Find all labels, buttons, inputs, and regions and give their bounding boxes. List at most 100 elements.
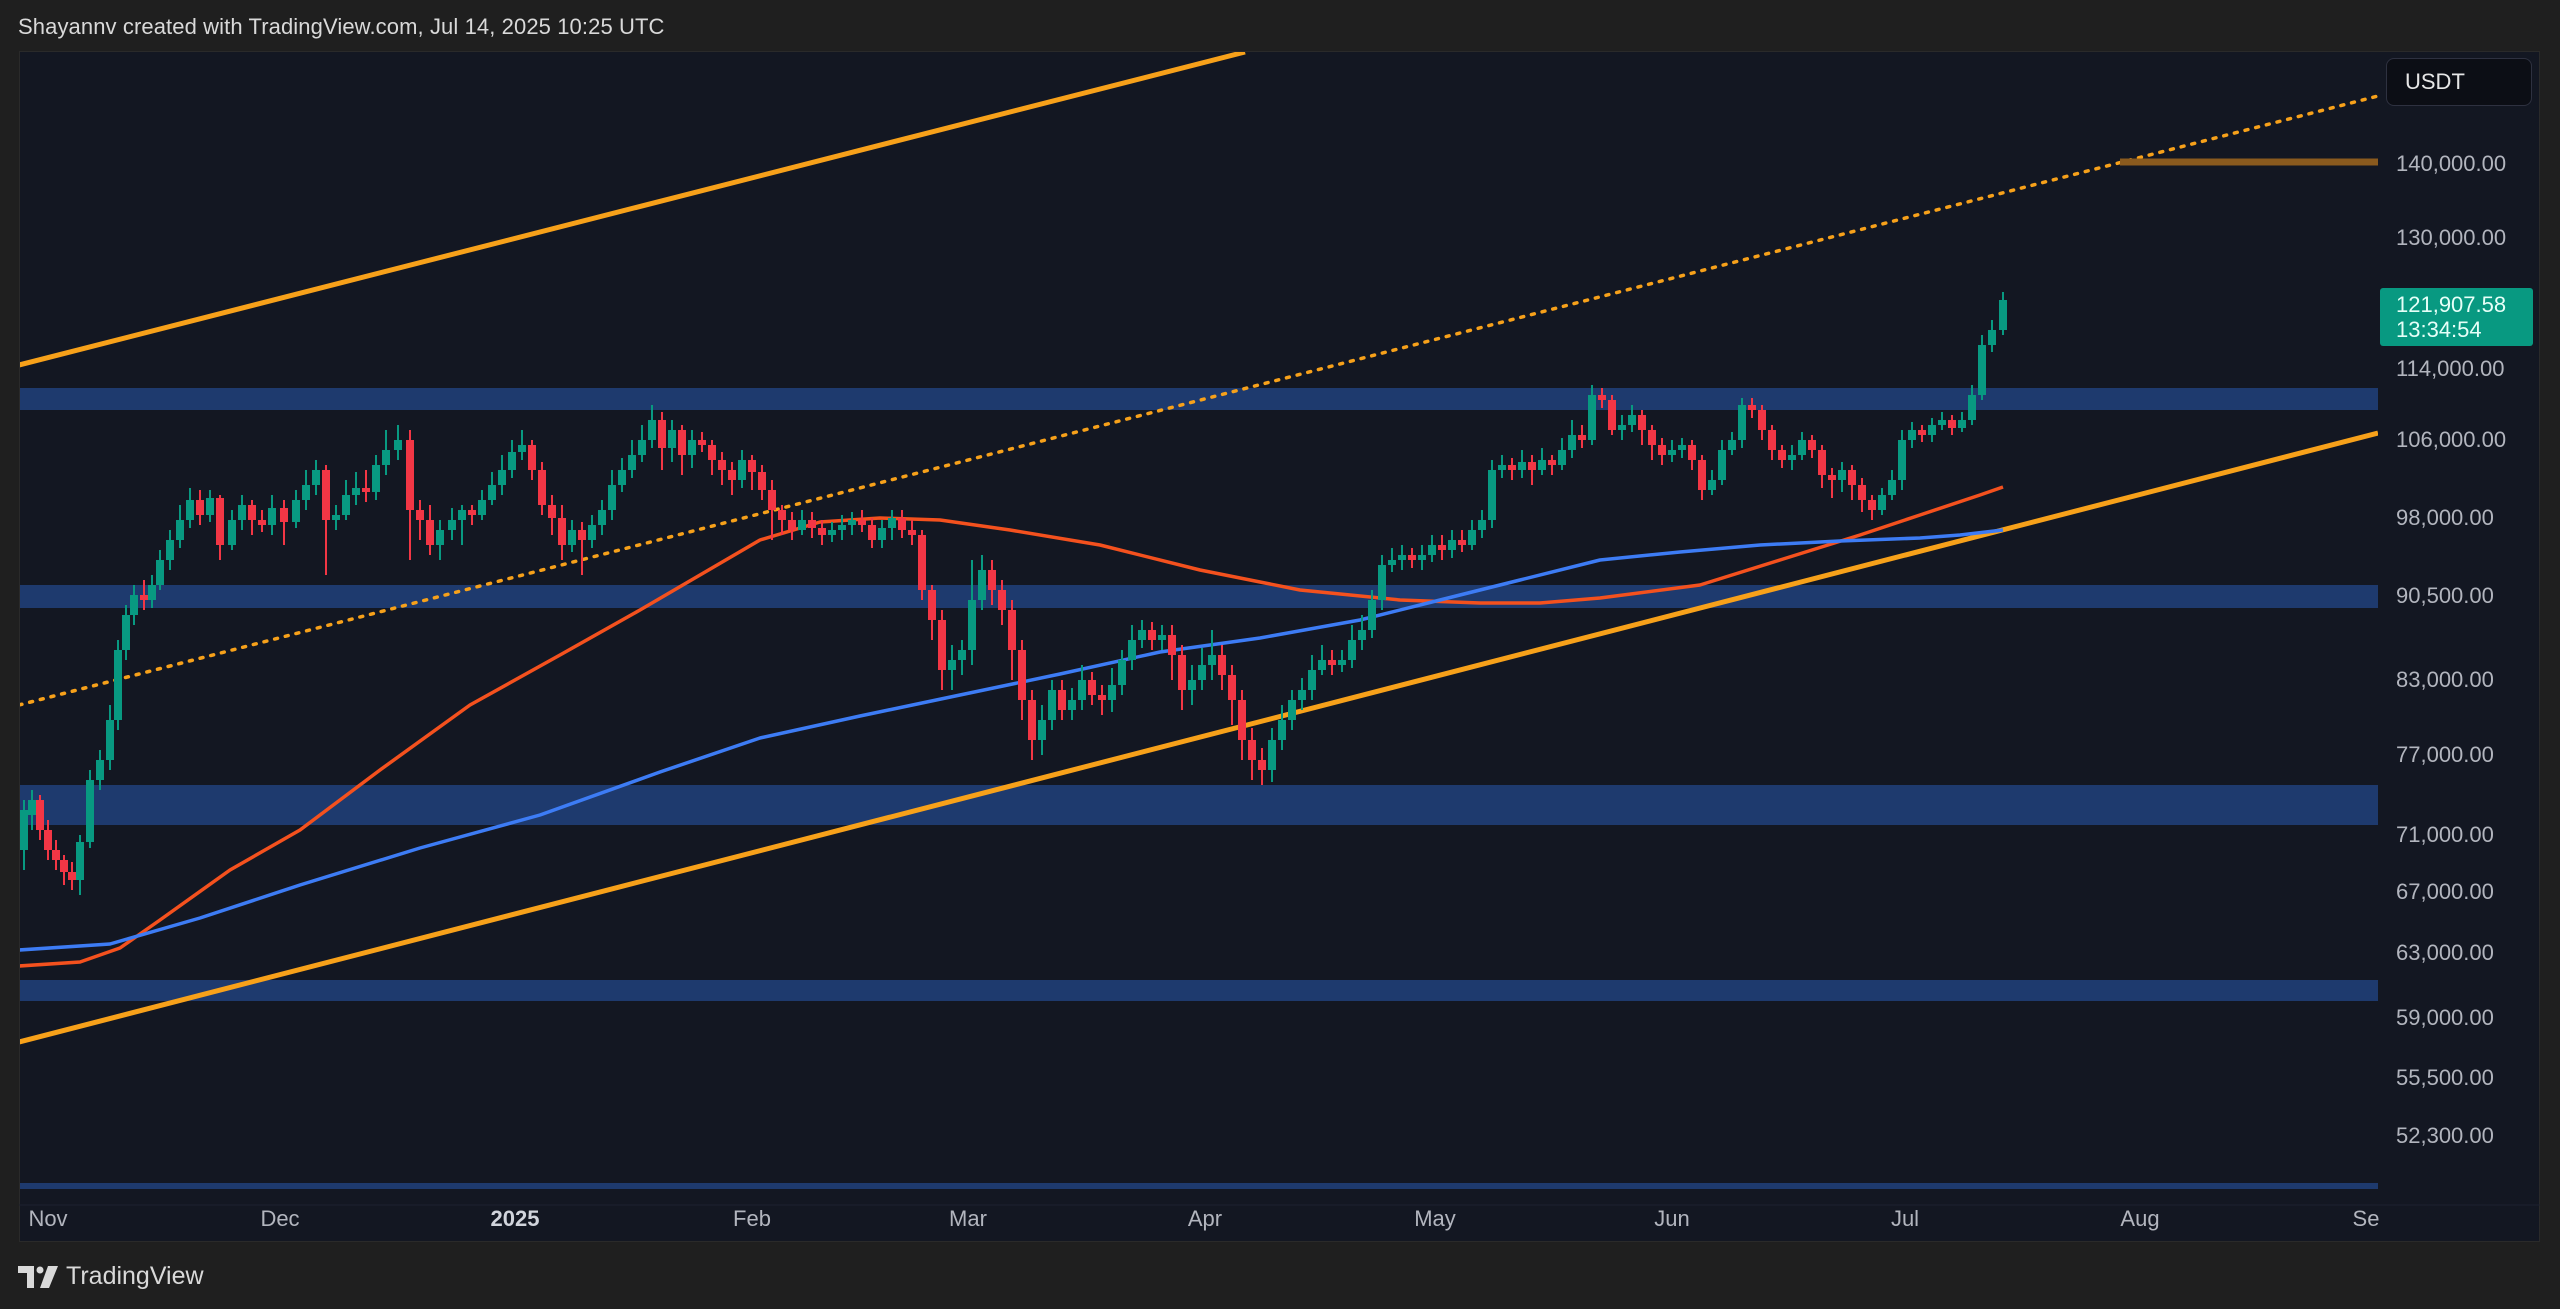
candle xyxy=(1018,650,1026,700)
currency-selector-button[interactable]: USDT xyxy=(2386,58,2532,106)
candle xyxy=(1748,405,1756,410)
candle xyxy=(498,470,506,485)
candle xyxy=(1428,545,1436,555)
candle xyxy=(1828,475,1836,480)
candle xyxy=(508,452,516,470)
channel-midline-dotted xyxy=(20,94,2378,707)
tradingview-logo[interactable]: TradingView xyxy=(18,1262,204,1291)
candle xyxy=(738,460,746,480)
candle xyxy=(1668,450,1676,455)
candle xyxy=(1028,700,1036,740)
moving-averages xyxy=(20,485,2004,968)
candle xyxy=(628,455,636,470)
chart-panel[interactable] xyxy=(19,51,2540,1242)
candle xyxy=(1128,640,1136,660)
candle xyxy=(1318,660,1326,670)
candle xyxy=(788,520,796,530)
candle xyxy=(156,560,164,585)
candle xyxy=(1338,660,1346,665)
candle xyxy=(598,510,606,525)
candle xyxy=(778,510,786,520)
candle xyxy=(1358,630,1366,640)
time-tick-label: Se xyxy=(2352,1206,2380,1231)
candle xyxy=(1348,640,1356,660)
candle xyxy=(828,530,836,535)
candle xyxy=(1218,655,1226,675)
bar-countdown: 13:34:54 xyxy=(2396,317,2482,342)
tradingview-logo-icon xyxy=(18,1265,58,1288)
candle xyxy=(1188,680,1196,690)
candle xyxy=(448,520,456,530)
candle xyxy=(1818,450,1826,475)
candle xyxy=(1638,415,1646,430)
candle xyxy=(688,440,696,455)
candle xyxy=(1848,470,1856,485)
candle xyxy=(1598,395,1606,400)
candle xyxy=(758,472,766,490)
zone-support_1 xyxy=(20,585,2378,608)
candle xyxy=(130,595,138,615)
candle xyxy=(668,430,676,448)
tradingview-logo-text: TradingView xyxy=(66,1262,204,1290)
candle xyxy=(1548,460,1556,465)
candle xyxy=(1308,670,1316,690)
candle xyxy=(1999,300,2007,330)
candle xyxy=(20,810,28,850)
candle xyxy=(1288,700,1296,720)
candle xyxy=(1268,740,1276,770)
candle xyxy=(818,528,826,535)
attribution-header: Shayannv created with TradingView.com, J… xyxy=(18,14,665,39)
candle xyxy=(698,440,706,445)
candle xyxy=(1938,420,1946,425)
candle xyxy=(458,510,466,520)
candle xyxy=(718,460,726,470)
time-tick-label: Dec xyxy=(260,1206,300,1231)
candle xyxy=(1578,435,1586,440)
candle xyxy=(1508,465,1516,470)
candle xyxy=(658,420,666,448)
ascending-channel xyxy=(20,52,2378,1045)
candle xyxy=(518,445,526,452)
candle xyxy=(44,830,52,850)
candle xyxy=(268,508,276,525)
candle xyxy=(436,530,444,545)
candle xyxy=(68,872,76,880)
candle xyxy=(1658,445,1666,455)
candle xyxy=(76,842,84,880)
candle xyxy=(1758,410,1766,430)
price-tick-label: 83,000.00 xyxy=(2396,667,2494,692)
candle xyxy=(114,650,122,720)
candle xyxy=(1568,435,1576,450)
candle xyxy=(1058,690,1066,710)
zone-resistance xyxy=(20,388,2378,410)
price-tick-label: 90,500.00 xyxy=(2396,583,2494,608)
price-tick-label: 98,000.00 xyxy=(2396,505,2494,530)
candle xyxy=(1448,540,1456,550)
candle xyxy=(1808,440,1816,450)
candle xyxy=(1498,465,1506,470)
price-tick-label: 140,000.00 xyxy=(2396,151,2507,176)
candle xyxy=(1538,460,1546,470)
candle xyxy=(1518,462,1526,470)
candle xyxy=(228,520,236,545)
candle xyxy=(1858,485,1866,500)
candle xyxy=(1098,695,1106,700)
candle xyxy=(248,505,256,520)
candle xyxy=(416,510,424,520)
price-tick-label: 63,000.00 xyxy=(2396,940,2494,965)
candle xyxy=(868,525,876,540)
candle xyxy=(1008,610,1016,650)
candle xyxy=(958,650,966,660)
candle xyxy=(406,440,414,510)
candle xyxy=(1328,660,1336,665)
candle xyxy=(1708,480,1716,490)
candle xyxy=(548,505,556,518)
candle xyxy=(394,440,402,450)
time-tick-label: Apr xyxy=(1187,1206,1223,1231)
time-tick-label: Mar xyxy=(949,1206,987,1231)
candle xyxy=(908,530,916,535)
price-tick-label: 71,000.00 xyxy=(2396,822,2494,847)
candle xyxy=(968,600,976,650)
candle xyxy=(1238,700,1246,740)
